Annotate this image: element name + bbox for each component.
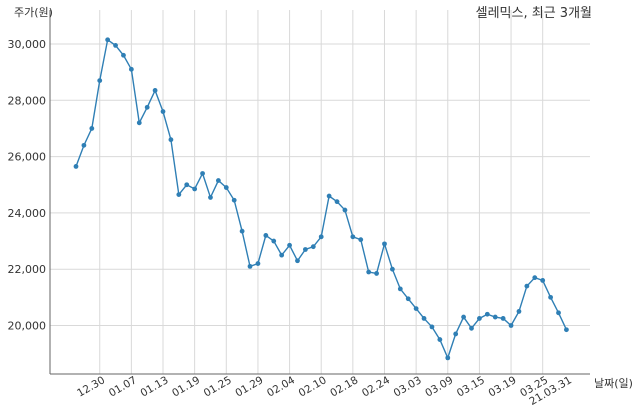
data-point — [144, 104, 150, 110]
x-tick-label: 02.04 — [265, 374, 297, 400]
data-point — [176, 192, 182, 198]
data-point — [366, 269, 372, 275]
data-point — [508, 323, 514, 328]
data-point — [231, 197, 237, 203]
data-point — [405, 296, 411, 302]
x-tick-label: 01.25 — [202, 374, 234, 399]
data-point — [223, 185, 229, 190]
data-point — [548, 294, 553, 300]
data-point — [326, 193, 332, 199]
tick-labels: 20,000 22,000 24,000 26,000 28,000 30,000 12.3… — [8, 38, 574, 408]
data-point — [105, 37, 111, 43]
data-point — [421, 316, 427, 321]
data-point — [239, 228, 245, 234]
data-point — [318, 234, 324, 240]
data-point — [413, 306, 419, 312]
data-point — [136, 120, 142, 126]
x-axis-label: 날짜(일) — [594, 376, 633, 390]
data-point — [81, 142, 87, 148]
data-point — [121, 52, 126, 58]
y-tick-label: 20,000 — [8, 320, 47, 333]
data-point — [334, 199, 340, 205]
data-point — [89, 126, 95, 131]
data-point — [437, 337, 443, 342]
y-tick-label: 24,000 — [8, 207, 47, 220]
data-point — [358, 237, 364, 243]
data-point — [208, 195, 213, 200]
data-point — [382, 241, 387, 247]
data-point — [128, 66, 134, 72]
axis-layer — [49, 10, 590, 375]
data-point — [279, 252, 285, 258]
data-point — [477, 316, 482, 321]
data-point — [453, 331, 459, 337]
data-point — [184, 182, 190, 188]
data-point — [215, 178, 221, 183]
x-tick-label: 01.07 — [107, 374, 139, 399]
data-point — [492, 314, 498, 320]
data-point — [484, 311, 490, 317]
data-point — [532, 275, 538, 281]
data-point — [516, 309, 522, 314]
chart-title: 셀레믹스, 최근 3개월 — [476, 6, 592, 21]
x-tick-label: 02.18 — [328, 374, 360, 399]
x-tick-label: 03.15 — [455, 374, 487, 399]
data-point — [350, 234, 356, 240]
x-tick-label: 01.29 — [233, 374, 265, 399]
data-point — [310, 244, 316, 250]
data-point — [540, 278, 546, 283]
data-point — [397, 286, 403, 292]
data-point — [429, 324, 435, 330]
data-point — [247, 263, 253, 269]
data-point — [160, 109, 166, 114]
y-tick-label: 30,000 — [8, 38, 47, 51]
data-point — [374, 271, 379, 276]
data-point — [271, 238, 277, 244]
x-tick-label: 01.19 — [170, 374, 202, 399]
data-point — [342, 207, 348, 213]
y-tick-label: 26,000 — [8, 151, 47, 164]
data-point — [263, 233, 269, 238]
data-point — [556, 310, 561, 316]
y-axis-label: 주가(원) — [14, 6, 53, 19]
data-point — [461, 314, 466, 320]
data-point — [168, 137, 174, 143]
data-point — [255, 261, 261, 266]
x-tick-label: 03.09 — [423, 374, 455, 399]
data-point — [469, 325, 474, 331]
y-tick-label: 22,000 — [8, 263, 47, 276]
data-point — [390, 266, 395, 272]
data-point — [302, 247, 308, 252]
x-tick-label: 12.30 — [75, 374, 107, 399]
data-point — [192, 186, 198, 192]
data-point — [524, 283, 530, 289]
data-point — [73, 164, 79, 169]
x-tick-label: 03.03 — [392, 374, 424, 399]
x-tick-label: 01.13 — [138, 374, 170, 399]
data-point — [152, 88, 158, 93]
x-tick-label: 02.10 — [297, 374, 329, 399]
data-point — [500, 316, 506, 321]
data-point — [295, 258, 300, 264]
y-tick-label: 28,000 — [8, 94, 47, 107]
series-layer — [73, 37, 569, 361]
x-tick-label: 03.19 — [487, 374, 519, 399]
data-point — [287, 242, 292, 248]
data-point — [200, 171, 205, 176]
data-point — [113, 43, 118, 48]
data-point — [97, 78, 103, 83]
data-point — [445, 355, 451, 361]
data-point — [564, 327, 569, 333]
x-tick-label: 02.24 — [360, 374, 392, 400]
grid-layer — [50, 10, 590, 374]
